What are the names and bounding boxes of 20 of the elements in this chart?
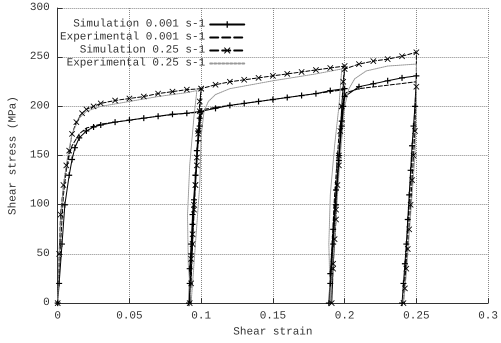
legend-label: Simulation 0.001 s-1: [73, 18, 206, 30]
x-tick-label: 0.1: [191, 310, 212, 323]
x-tick-label: 0.25: [403, 310, 430, 323]
x-tick-label: 0.05: [116, 310, 143, 323]
x-tick-label: 0.2: [334, 310, 355, 323]
legend-label: Simulation 0.25 s-1: [80, 44, 206, 56]
y-tick-label: 0: [43, 297, 50, 310]
legend-label: Experimental 0.001 s-1: [60, 32, 206, 44]
y-tick-label: 100: [30, 198, 50, 211]
y-tick-label: 200: [30, 100, 50, 112]
y-tick-label: 50: [36, 248, 50, 260]
y-tick-label: 300: [30, 2, 50, 14]
legend-label: Experimental 0.25 s-1: [66, 58, 206, 70]
x-tick-label: 0: [54, 310, 62, 323]
x-tick-label: 0.3: [478, 310, 498, 323]
y-axis-title: Shear stress (MPa): [8, 96, 20, 215]
y-tick-label: 250: [30, 51, 50, 64]
x-tick-label: 0.15: [260, 310, 286, 323]
x-axis-title: Shear strain: [233, 326, 313, 338]
y-tick-label: 150: [30, 150, 50, 162]
